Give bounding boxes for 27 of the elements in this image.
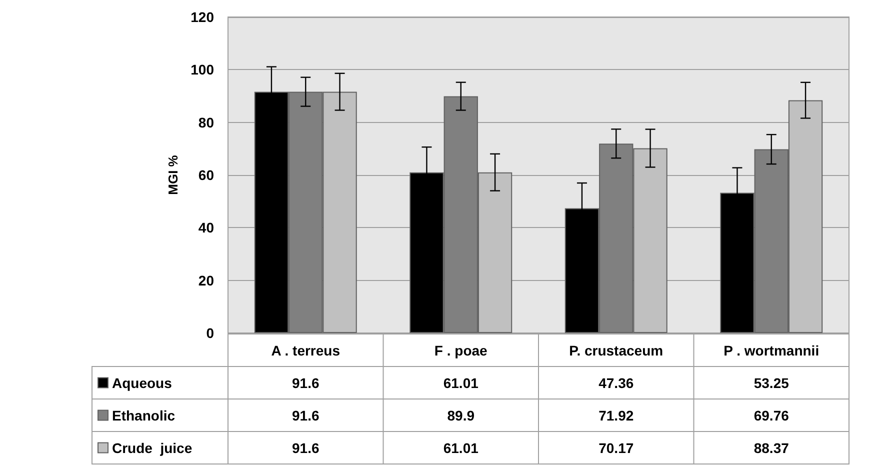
x-tick-label: P . wortmannii	[724, 342, 820, 358]
data-label: 69.76	[754, 407, 790, 424]
data-label: 91.6	[292, 374, 320, 391]
y-tick-label: 80	[198, 114, 214, 130]
data-label: 91.6	[292, 407, 320, 424]
y-tick-label: 100	[190, 62, 214, 78]
data-label: 47.36	[598, 374, 634, 391]
y-tick-label: 40	[198, 220, 214, 236]
x-tick-label: A . terreus	[271, 342, 340, 358]
y-axis-title: MGI %	[166, 154, 181, 195]
x-tick-label: F . poae	[434, 342, 488, 358]
data-label: 61.01	[443, 440, 479, 456]
data-label: 71.92	[598, 407, 634, 424]
data-label: 91.6	[292, 440, 320, 456]
x-tick-label: P. crustaceum	[569, 342, 664, 358]
y-tick-label: 0	[206, 325, 214, 341]
y-tick-label: 120	[190, 9, 214, 25]
y-tick-label: 60	[198, 167, 214, 183]
data-label: 53.25	[754, 374, 790, 391]
data-label: 88.37	[754, 440, 790, 456]
legend-label: Aqueous	[112, 374, 172, 391]
y-tick-label: 20	[198, 272, 214, 288]
legend-label: Crude juice	[112, 440, 192, 456]
legend-label: Ethanolic	[112, 407, 176, 424]
data-label: 70.17	[598, 440, 634, 456]
data-label: 61.01	[443, 374, 479, 391]
data-label: 89.9	[447, 407, 475, 424]
